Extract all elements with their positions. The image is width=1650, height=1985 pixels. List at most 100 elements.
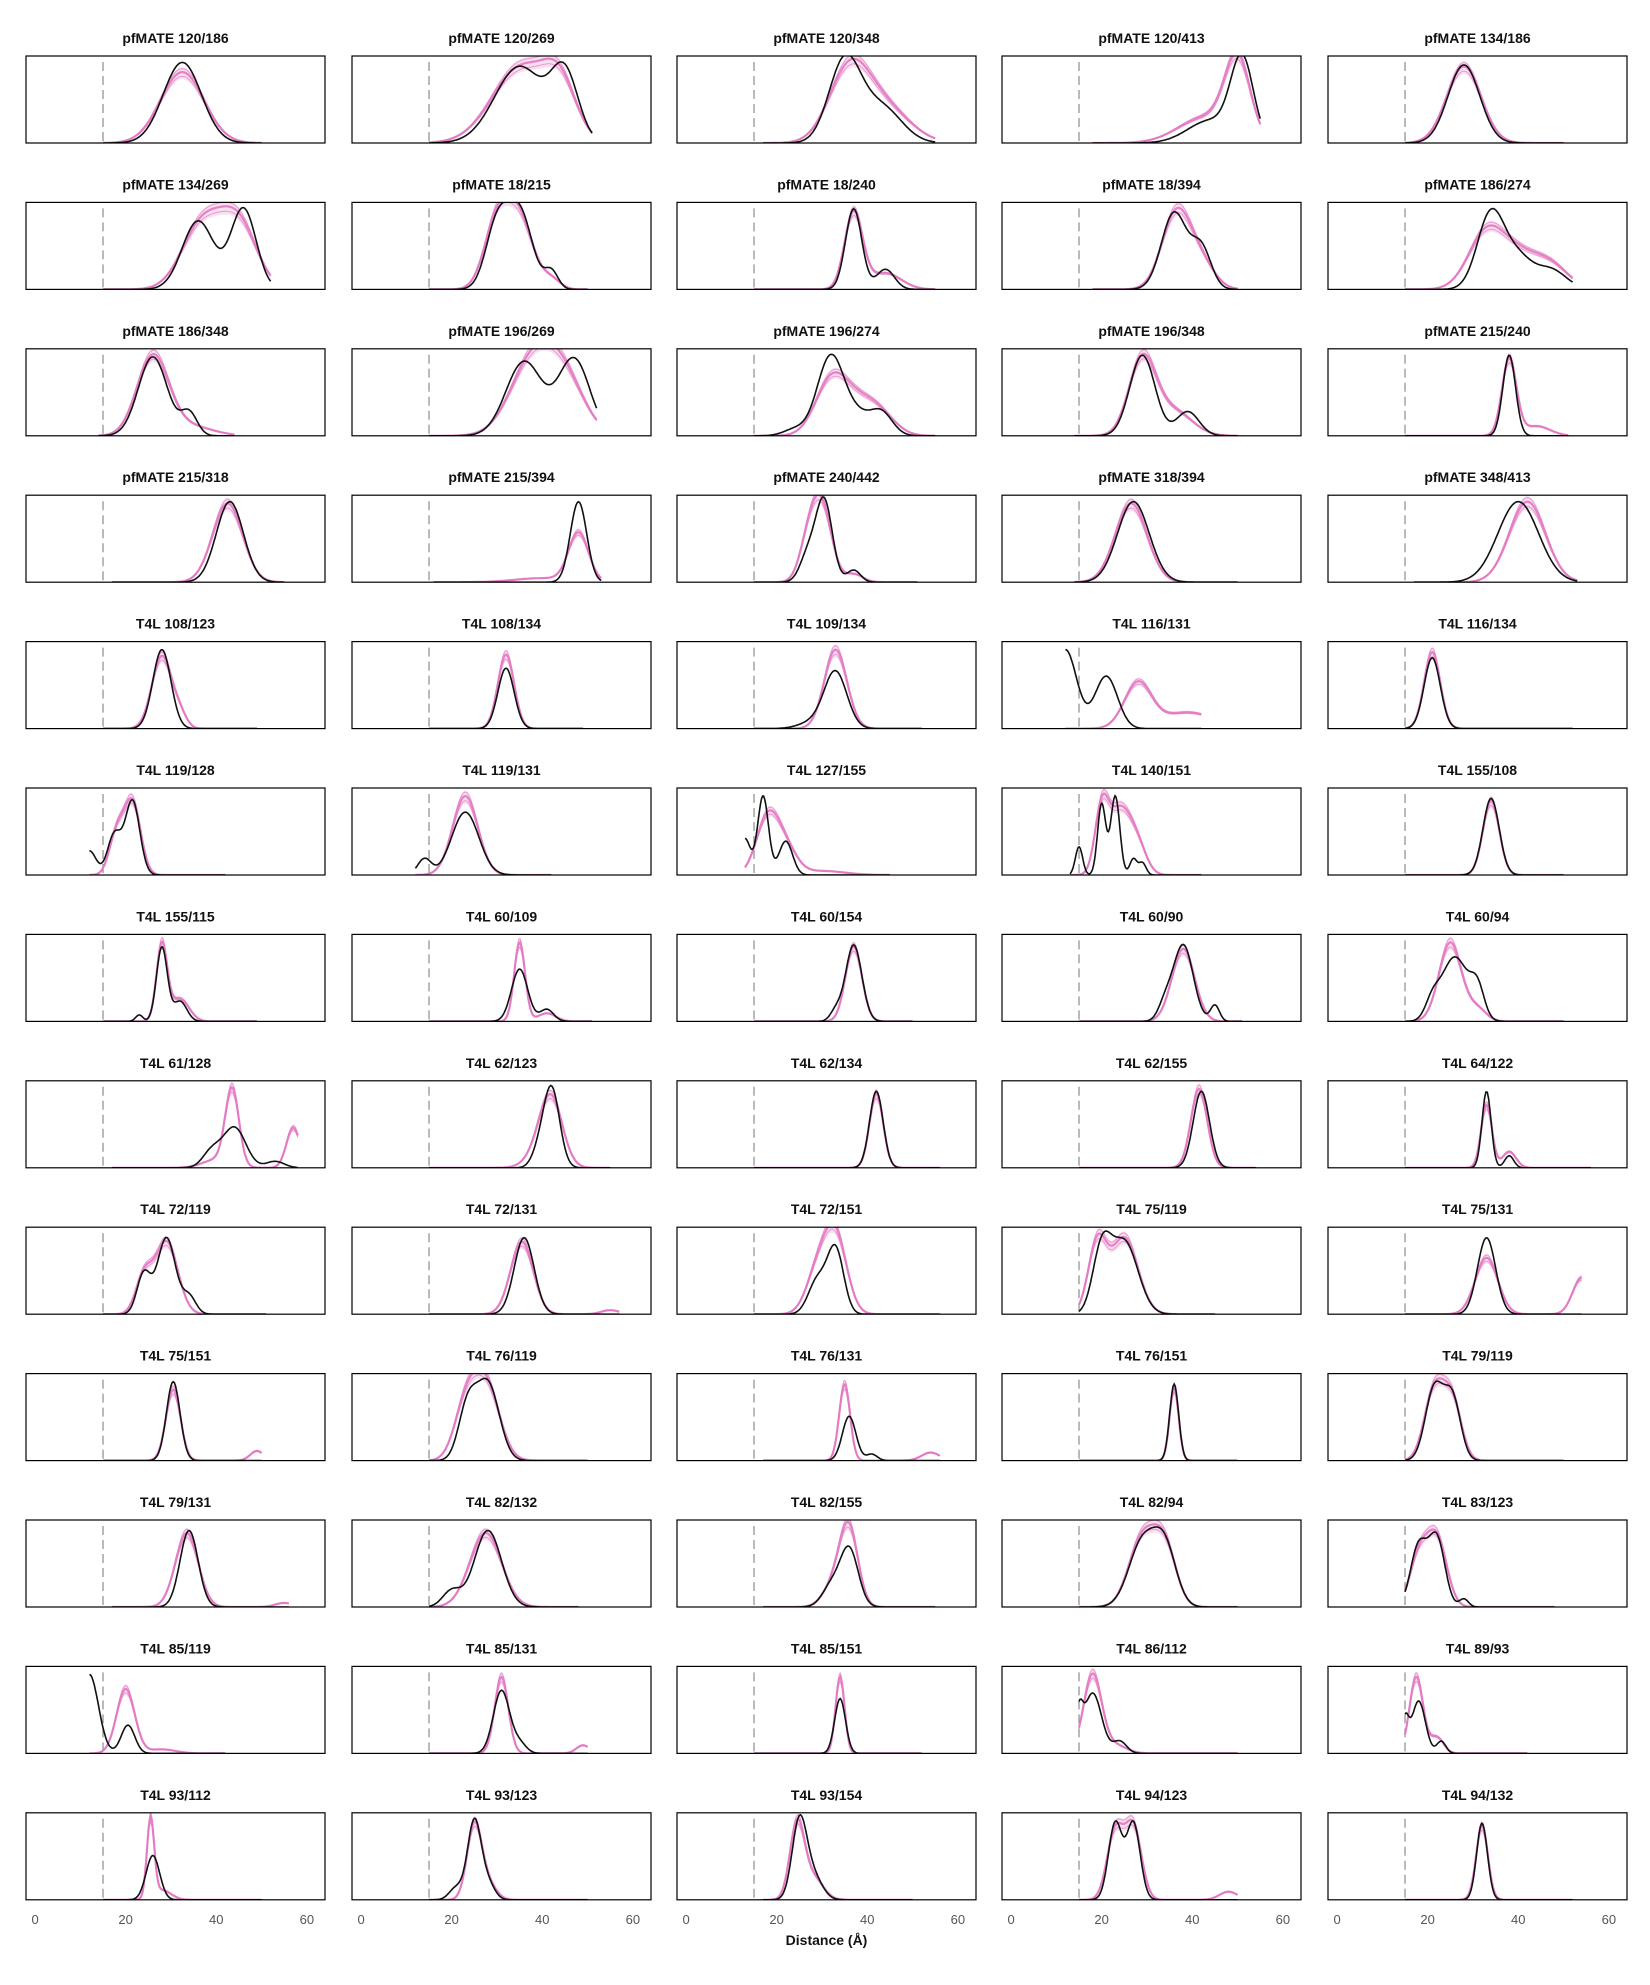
predicted-band [1079, 1083, 1256, 1168]
panel-title: T4L 116/134 [1438, 616, 1517, 632]
panel: T4L 75/131 [1327, 1201, 1628, 1315]
panel: T4L 76/151 [1001, 1348, 1302, 1462]
panel-title: pfMATE 120/269 [448, 30, 555, 46]
plot-area [102, 647, 257, 729]
panel-frame [351, 933, 652, 1023]
reference-line [1092, 56, 1261, 143]
panel-frame [351, 1665, 652, 1755]
panel-title: T4L 75/151 [140, 1348, 212, 1364]
reference-line [754, 1243, 940, 1315]
panel-title: T4L 89/93 [1446, 1640, 1510, 1656]
panel-frame [25, 1226, 326, 1315]
panel: T4L 82/94 [1001, 1494, 1302, 1608]
predicted-line [89, 1687, 226, 1754]
panel-title: T4L 108/123 [136, 616, 215, 632]
panel-title: pfMATE 215/240 [1424, 323, 1531, 339]
reference-line [429, 1236, 620, 1315]
reference-line [1078, 1230, 1215, 1315]
predicted-line [1079, 1383, 1238, 1461]
predicted-band [429, 1816, 588, 1900]
panel: T4L 94/132 0 20 40 60 [1327, 1787, 1628, 1927]
panel: pfMATE 186/348 [25, 323, 326, 437]
plot-area [1404, 1818, 1573, 1900]
predicted-line [1404, 62, 1564, 143]
reference-line [103, 1854, 262, 1900]
panel-title: pfMATE 134/269 [122, 176, 229, 192]
predicted-line [754, 214, 936, 290]
predicted-line [103, 940, 257, 1022]
panel-title: T4L 76/119 [466, 1348, 537, 1364]
plot-area [753, 1086, 940, 1168]
predicted-line [754, 1671, 922, 1754]
panel: T4L 76/131 [676, 1348, 977, 1462]
predicted-line [754, 1674, 922, 1754]
plot-area [1403, 1524, 1555, 1607]
panel-frame [1001, 348, 1302, 437]
plot-area [1404, 1233, 1582, 1315]
panel-frame [25, 1519, 326, 1608]
predicted-band [103, 202, 271, 290]
panel-title: T4L 94/132 [1442, 1787, 1514, 1803]
panel-frame [1327, 1226, 1628, 1315]
plot-area [428, 1671, 589, 1754]
reference-line [433, 500, 602, 583]
panel-frame [1001, 787, 1302, 876]
reference-line [1405, 797, 1564, 875]
predicted-line [415, 800, 552, 875]
plot-area [1403, 1671, 1528, 1754]
predicted-band [89, 792, 226, 875]
predicted-line [98, 358, 235, 436]
plot-area [1078, 1379, 1238, 1461]
panel-title: T4L 85/131 [466, 1640, 538, 1656]
predicted-band [429, 202, 588, 290]
panel-frame [676, 933, 977, 1023]
panel-title: pfMATE 196/348 [1098, 323, 1205, 339]
panel: T4L 79/119 [1327, 1348, 1628, 1462]
plot-area [428, 1233, 620, 1315]
predicted-line [1405, 1256, 1582, 1315]
x-tick-label: 0 [1007, 1912, 1014, 1927]
panel: pfMATE 318/394 [1001, 469, 1302, 583]
predicted-line [1092, 57, 1261, 143]
panel-title: pfMATE 18/215 [452, 176, 551, 192]
reference-line [754, 1697, 922, 1754]
plot-area [1404, 936, 1564, 1022]
panel-title: pfMATE 18/240 [777, 176, 876, 192]
predicted-band [1074, 497, 1238, 583]
panel-frame [25, 1665, 326, 1755]
panel: T4L 93/123 0 20 40 60 [351, 1787, 652, 1927]
predicted-band [429, 936, 593, 1022]
panel-title: pfMATE 348/413 [1424, 469, 1531, 485]
reference-line [1404, 1380, 1564, 1461]
panel-title: T4L 140/151 [1112, 762, 1191, 778]
panel-frame [351, 1519, 652, 1608]
panel-title: T4L 85/151 [791, 1640, 863, 1656]
plot-area [428, 500, 602, 583]
predicted-band [754, 495, 918, 583]
panel-frame [676, 1080, 977, 1169]
panel: T4L 116/134 [1327, 616, 1628, 730]
panel: T4L 127/155 [676, 762, 977, 876]
predicted-band [1414, 496, 1578, 583]
predicted-line [1077, 1232, 1215, 1315]
panel-title: pfMATE 186/348 [122, 323, 229, 339]
predicted-line [763, 1520, 936, 1607]
predicted-line [1092, 212, 1238, 290]
panel: pfMATE 18/240 [676, 176, 977, 290]
x-tick-label: 60 [626, 1912, 640, 1927]
predicted-band [754, 367, 936, 436]
predicted-line [1405, 228, 1573, 290]
panel-frame [1001, 933, 1302, 1023]
panel-title: T4L 108/134 [462, 616, 541, 632]
panel-title: T4L 60/154 [791, 908, 863, 924]
panel-title: T4L 62/155 [1116, 1055, 1188, 1071]
predicted-line [1403, 1528, 1555, 1607]
panel-frame [1001, 1812, 1302, 1901]
panel-frame [676, 1372, 977, 1462]
predicted-line [1079, 1523, 1238, 1607]
panel-title: pfMATE 240/442 [773, 469, 880, 485]
x-tick-label: 20 [118, 1912, 132, 1927]
predicted-line [1405, 221, 1573, 290]
x-tick-label: 40 [1185, 1912, 1199, 1927]
panel-title: T4L 62/134 [791, 1055, 863, 1071]
